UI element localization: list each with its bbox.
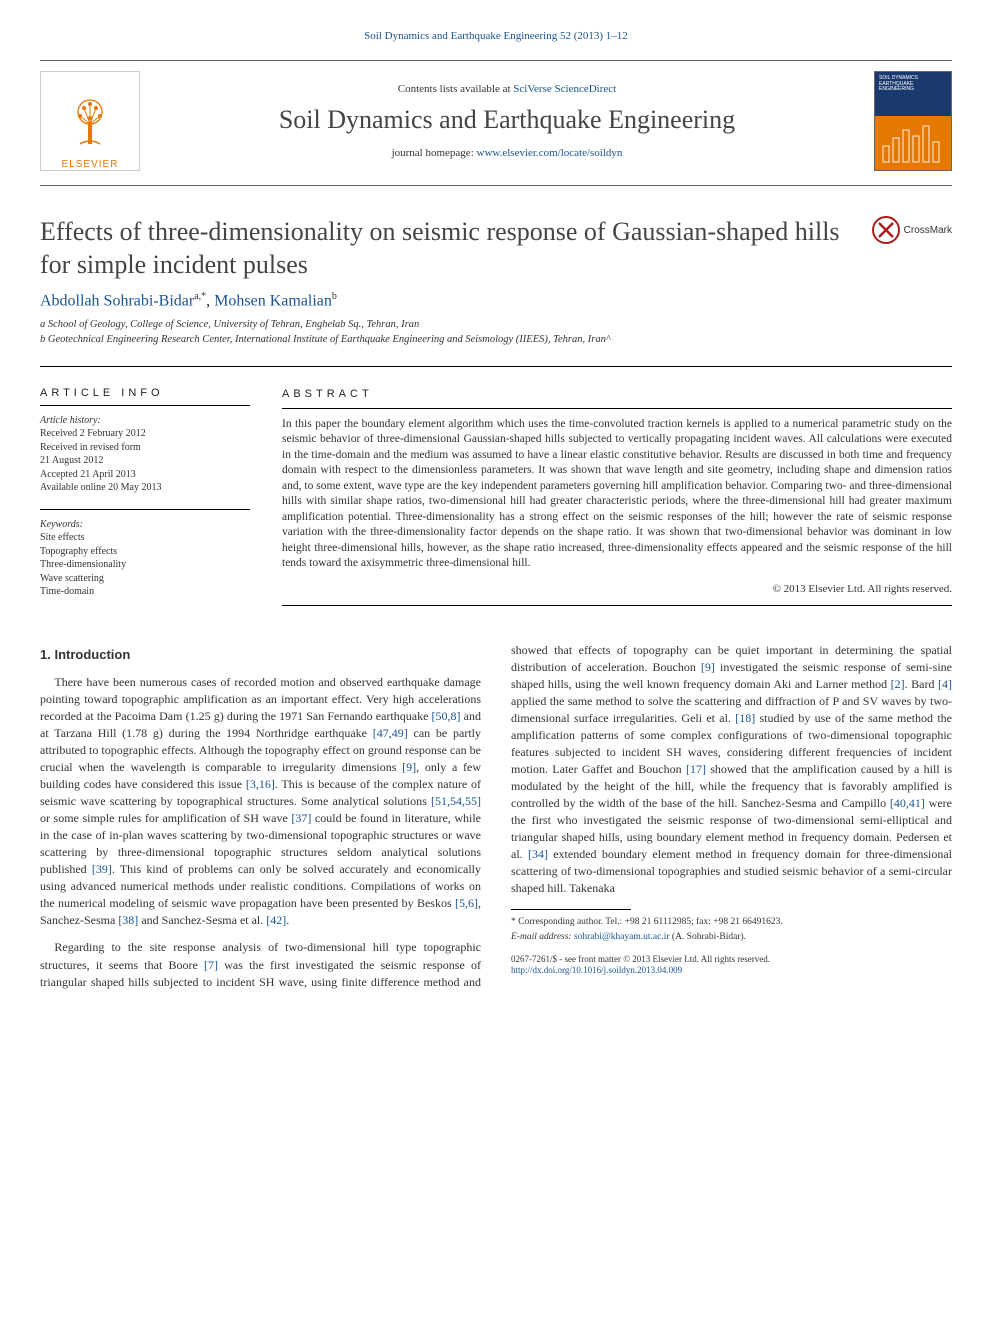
abstract-label: ABSTRACT — [282, 387, 952, 402]
citation-link[interactable]: [51,54,55] — [431, 794, 481, 808]
elsevier-wordmark: ELSEVIER — [62, 159, 119, 170]
crossmark-badge[interactable]: CrossMark — [872, 216, 952, 244]
doi-link[interactable]: http://dx.doi.org/10.1016/j.soildyn.2013… — [511, 965, 682, 975]
crossmark-icon — [872, 216, 900, 244]
journal-reference: Soil Dynamics and Earthquake Engineering… — [40, 30, 952, 42]
author-sep: , — [206, 292, 214, 309]
article-info-label: ARTICLE INFO — [40, 387, 250, 399]
authors-line: Abdollah Sohrabi-Bidara,*, Mohsen Kamali… — [40, 291, 952, 310]
masthead: ELSEVIER Contents lists available at Sci… — [40, 60, 952, 186]
keyword: Three-dimensionality — [40, 559, 126, 570]
issn-line: 0267-7261/$ - see front matter © 2013 El… — [511, 954, 952, 966]
citation-link[interactable]: [47,49] — [373, 726, 408, 740]
keywords-label: Keywords: — [40, 519, 83, 530]
keyword: Topography effects — [40, 546, 117, 557]
contents-available-line: Contents lists available at SciVerse Sci… — [154, 83, 860, 95]
author-link-1[interactable]: Abdollah Sohrabi-Bidar — [40, 292, 194, 309]
info-rule-1 — [40, 405, 250, 406]
history-line: Accepted 21 April 2013 — [40, 469, 136, 480]
body-text: 1. Introduction There have been numerous… — [40, 642, 952, 991]
author-link-2[interactable]: Mohsen Kamalian — [214, 292, 332, 309]
keywords-block: Keywords: Site effects Topography effect… — [40, 518, 250, 599]
elsevier-tree-icon — [62, 94, 118, 159]
history-label: Article history: — [40, 415, 101, 426]
citation-link[interactable]: [2] — [891, 677, 905, 691]
journal-homepage-line: journal homepage: www.elsevier.com/locat… — [154, 147, 860, 159]
info-rule-2 — [40, 509, 250, 510]
citation-link[interactable]: [7] — [204, 958, 218, 972]
history-line: Available online 20 May 2013 — [40, 482, 161, 493]
citation-link[interactable]: [42] — [266, 913, 286, 927]
journal-name: Soil Dynamics and Earthquake Engineering — [154, 105, 860, 135]
article-title: Effects of three-dimensionality on seism… — [40, 216, 858, 281]
body-text-span: . Bard — [905, 677, 938, 691]
keyword: Time-domain — [40, 586, 94, 597]
body-text-span: . — [286, 913, 289, 927]
journal-reference-link[interactable]: Soil Dynamics and Earthquake Engineering… — [364, 30, 628, 42]
body-text-span: There have been numerous cases of record… — [40, 675, 481, 723]
citation-link[interactable]: [4] — [938, 677, 952, 691]
homepage-prefix: journal homepage: — [392, 147, 477, 159]
citation-link[interactable]: [5,6] — [455, 896, 478, 910]
email-person: (A. Sohrabi-Bidar). — [670, 932, 747, 942]
crossmark-label: CrossMark — [904, 225, 952, 236]
body-paragraph: There have been numerous cases of record… — [40, 674, 481, 929]
section-heading-intro: 1. Introduction — [40, 646, 481, 664]
journal-homepage-link[interactable]: www.elsevier.com/locate/soildyn — [477, 147, 623, 159]
citation-link[interactable]: [34] — [528, 847, 548, 861]
info-abstract-row: ARTICLE INFO Article history: Received 2… — [40, 366, 952, 614]
corresponding-author-note: * Corresponding author. Tel.: +98 21 611… — [511, 916, 952, 928]
cover-title-text: SOIL DYNAMICS EARTHQUAKE ENGINEERING — [875, 72, 951, 97]
history-line: Received in revised form — [40, 442, 141, 453]
article-history-block: Article history: Received 2 February 201… — [40, 414, 250, 495]
journal-cover-thumbnail: SOIL DYNAMICS EARTHQUAKE ENGINEERING — [874, 71, 952, 171]
citation-link[interactable]: [9] — [701, 660, 715, 674]
bottom-copyright: 0267-7261/$ - see front matter © 2013 El… — [511, 954, 952, 977]
citation-link[interactable]: [3,16] — [246, 777, 275, 791]
citation-link[interactable]: [37] — [291, 811, 311, 825]
keyword: Wave scattering — [40, 573, 104, 584]
body-text-span: or some simple rules for amplification o… — [40, 811, 291, 825]
citation-link[interactable]: [40,41] — [890, 796, 925, 810]
affiliations: a School of Geology, College of Science,… — [40, 318, 952, 347]
abstract-copyright: © 2013 Elsevier Ltd. All rights reserved… — [282, 582, 952, 597]
citation-link[interactable]: [50,8] — [432, 709, 461, 723]
abstract-rule — [282, 408, 952, 409]
sciencedirect-link[interactable]: SciVerse ScienceDirect — [513, 83, 616, 95]
citation-link[interactable]: [9] — [402, 760, 416, 774]
keyword: Site effects — [40, 532, 85, 543]
title-row: Effects of three-dimensionality on seism… — [40, 216, 952, 281]
citation-link[interactable]: [39] — [92, 862, 112, 876]
footnote-separator — [511, 909, 631, 910]
body-text-span: extended boundary element method in freq… — [511, 847, 952, 895]
citation-link[interactable]: [38] — [118, 913, 138, 927]
affiliation-a: a School of Geology, College of Science,… — [40, 318, 952, 333]
citation-link[interactable]: [18] — [735, 711, 755, 725]
abstract-column: ABSTRACT In this paper the boundary elem… — [282, 387, 952, 614]
affiliation-b: b Geotechnical Engineering Research Cent… — [40, 333, 952, 348]
email-line: E-mail address: sohrabi@khayam.ut.ac.ir … — [511, 931, 952, 943]
author-1-affil-marker: a,* — [194, 291, 206, 302]
citation-link[interactable]: [17] — [686, 762, 706, 776]
masthead-center: Contents lists available at SciVerse Sci… — [154, 83, 860, 159]
history-line: Received 2 February 2012 — [40, 428, 146, 439]
email-label: E-mail address: — [511, 932, 574, 942]
email-link[interactable]: sohrabi@khayam.ut.ac.ir — [574, 932, 670, 942]
contents-prefix: Contents lists available at — [398, 83, 513, 95]
abstract-rule-bottom — [282, 605, 952, 606]
body-text-span: presented by Beskos — [352, 896, 455, 910]
body-text-span: and Sanchez-Sesma et al. — [138, 913, 266, 927]
abstract-text: In this paper the boundary element algor… — [282, 417, 952, 572]
history-line: 21 August 2012 — [40, 455, 103, 466]
footnotes: * Corresponding author. Tel.: +98 21 611… — [511, 916, 952, 944]
article-info-column: ARTICLE INFO Article history: Received 2… — [40, 387, 250, 614]
elsevier-logo: ELSEVIER — [40, 71, 140, 171]
author-2-affil-marker: b — [332, 291, 337, 302]
